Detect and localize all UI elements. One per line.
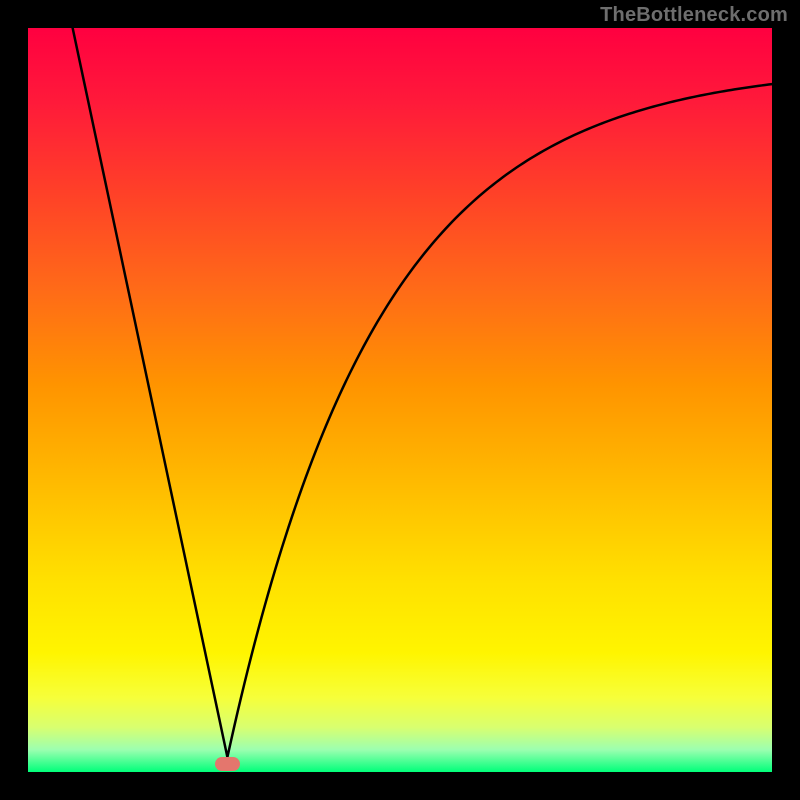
bottleneck-curve xyxy=(73,28,772,757)
minimum-marker xyxy=(215,757,240,771)
watermark-text: TheBottleneck.com xyxy=(600,4,788,27)
chart-container: TheBottleneck.com xyxy=(0,0,800,800)
curve-layer xyxy=(28,28,772,772)
